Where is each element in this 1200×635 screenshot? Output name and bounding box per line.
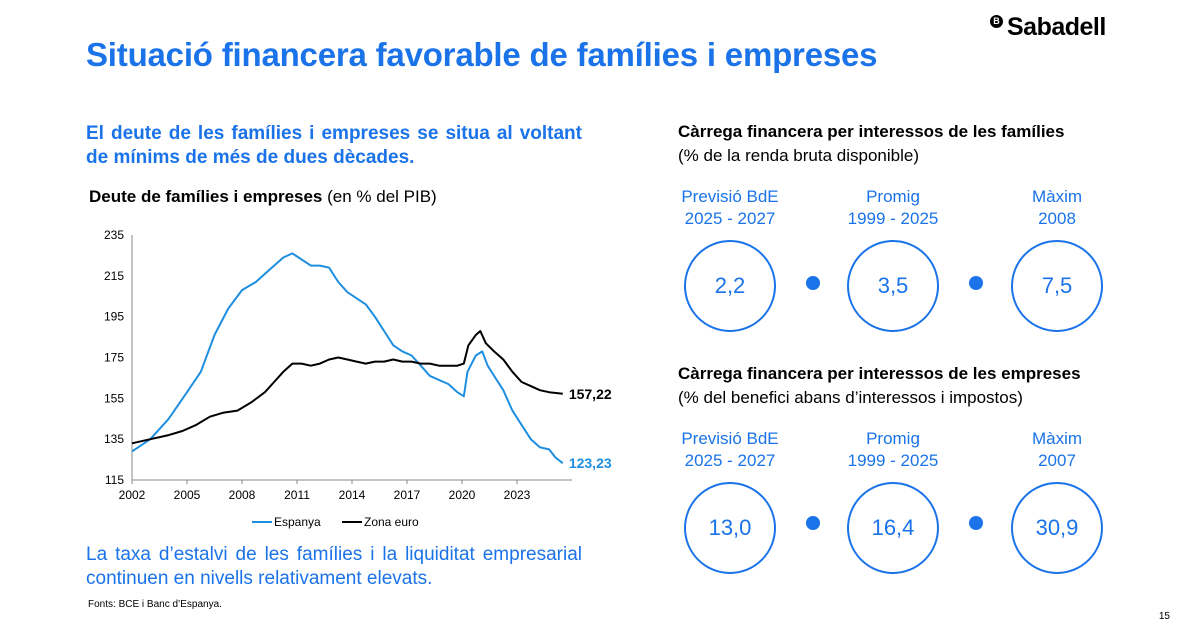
families-metric-forecast: Previsió BdE 2025 - 2027 2,2 <box>660 186 800 332</box>
x-tick-label: 2011 <box>284 488 310 502</box>
metric-label: Promig <box>866 429 920 448</box>
metric-value-circle: 30,9 <box>1011 482 1103 574</box>
metric-label: Promig <box>866 187 920 206</box>
x-tick-label: 2002 <box>119 488 146 502</box>
y-tick-label: 135 <box>104 432 124 446</box>
metric-value-circle: 7,5 <box>1011 240 1103 332</box>
empreses-metric-max: Màxim 2007 30,9 <box>987 428 1127 574</box>
families-panel-heading: Càrrega financera per interessos de les … <box>678 120 1148 168</box>
outro-text: La taxa d’estalvi de les famílies i la l… <box>86 544 582 589</box>
series-line-espanya <box>131 252 564 464</box>
metric-label: Previsió BdE <box>681 429 779 448</box>
metric-value-circle: 2,2 <box>684 240 776 332</box>
families-metric-average: Promig 1999 - 2025 3,5 <box>823 186 963 332</box>
x-tick-label: 2020 <box>449 488 476 502</box>
legend-label: Zona euro <box>364 515 419 529</box>
chart-title-unit: (en % del PIB) <box>322 187 437 206</box>
legend-label: Espanya <box>274 515 321 529</box>
empreses-metric-forecast: Previsió BdE 2025 - 2027 13,0 <box>660 428 800 574</box>
x-tick-label: 2005 <box>174 488 201 502</box>
metric-value-circle: 13,0 <box>684 482 776 574</box>
metric-period: 2008 <box>1038 209 1076 228</box>
separator-dot-icon <box>969 516 983 530</box>
empreses-panel-heading: Càrrega financera per interessos de les … <box>678 362 1148 410</box>
metric-period: 1999 - 2025 <box>847 451 939 470</box>
metric-label: Màxim <box>1031 187 1083 206</box>
x-tick-label: 2017 <box>394 488 421 502</box>
empreses-metric-average: Promig 1999 - 2025 16,4 <box>823 428 963 574</box>
y-tick-label: 115 <box>105 473 124 487</box>
metric-period: 1999 - 2025 <box>847 209 939 228</box>
series-line-zona-euro <box>131 330 563 445</box>
metric-label: Previsió BdE <box>681 187 779 206</box>
metric-period: 2025 - 2027 <box>684 209 776 228</box>
x-tick-label: 2008 <box>229 488 256 502</box>
y-tick-label: 195 <box>104 310 124 324</box>
empreses-heading: Càrrega financera per interessos de les … <box>678 364 1081 383</box>
empreses-subheading: (% del benefici abans d’interessos i imp… <box>678 388 1023 407</box>
page-title: Situació financera favorable de famílies… <box>86 36 878 73</box>
page-number: 15 <box>1158 611 1170 622</box>
metric-value-circle: 16,4 <box>847 482 939 574</box>
y-tick-label: 175 <box>104 351 124 365</box>
intro-text: El deute de les famílies i empreses se s… <box>86 123 582 168</box>
y-tick-label: 235 <box>104 228 124 242</box>
chart-title: Deute de famílies i empreses (en % del P… <box>89 187 437 207</box>
separator-dot-icon <box>806 516 820 530</box>
families-heading: Càrrega financera per interessos de les … <box>678 122 1065 141</box>
separator-dot-icon <box>806 276 820 290</box>
metric-period: 2025 - 2027 <box>684 451 776 470</box>
series-end-label: 123,23 <box>569 455 612 471</box>
metric-period: 2007 <box>1038 451 1076 470</box>
sabadell-logo: B Sabadell <box>990 13 1106 41</box>
y-tick-label: 215 <box>104 269 124 283</box>
x-tick-label: 2014 <box>339 488 366 502</box>
families-metric-max: Màxim 2008 7,5 <box>987 186 1127 332</box>
series-end-label: 157,22 <box>569 386 612 402</box>
y-tick-label: 155 <box>104 391 124 405</box>
metric-value-circle: 3,5 <box>847 240 939 332</box>
families-subheading: (% de la renda bruta disponible) <box>678 146 919 165</box>
logo-text: Sabadell <box>1007 12 1106 41</box>
x-tick-label: 2023 <box>504 488 531 502</box>
metric-label: Màxim <box>1031 429 1083 448</box>
separator-dot-icon <box>969 276 983 290</box>
chart-title-bold: Deute de famílies i empreses <box>89 187 323 206</box>
source-note: Fonts: BCE i Banc d’Espanya. <box>88 599 222 610</box>
logo-mark-icon: B <box>990 14 1003 28</box>
